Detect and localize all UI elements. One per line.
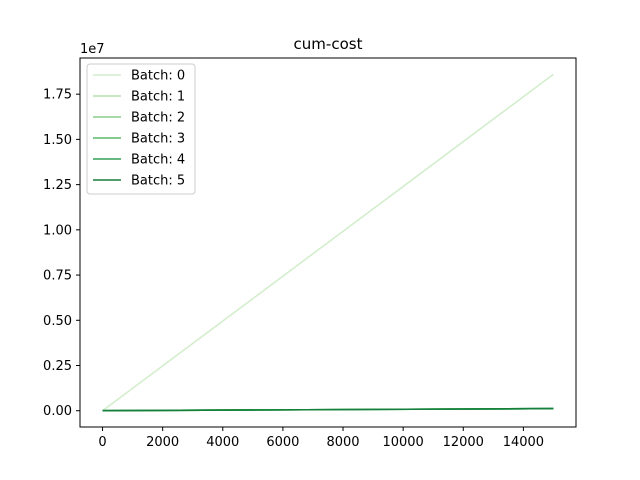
plot-frame — [79, 57, 577, 428]
x-tick-label: 8000 — [326, 435, 359, 450]
series-layer — [102, 73, 554, 412]
series-line-batch-5 — [102, 407, 554, 412]
legend-label-batch-3: Batch: 3 — [131, 132, 185, 147]
chart-title: cum-cost — [294, 35, 363, 53]
x-tick-label: 14000 — [503, 435, 544, 450]
y-tick-label: 0.00 — [43, 404, 72, 419]
y-axis: 0.00 0.25 0.50 0.75 1.00 1.25 1.50 1.75 — [43, 88, 80, 419]
y-tick-label: 0.75 — [43, 269, 72, 284]
x-tick-label: 4000 — [206, 435, 239, 450]
y-tick-label: 0.50 — [43, 314, 72, 329]
legend-label-batch-0: Batch: 0 — [131, 69, 185, 84]
x-tick-label: 6000 — [266, 435, 299, 450]
y-tick-label: 1.25 — [43, 178, 72, 193]
y-axis-offset-label: 1e7 — [80, 42, 105, 57]
x-axis: 0 2000 4000 6000 8000 10000 12000 14000 — [98, 427, 544, 450]
x-tick-label: 10000 — [382, 435, 423, 450]
series-line-batch-0 — [102, 73, 554, 412]
y-tick-label: 0.25 — [43, 359, 72, 374]
y-tick-label: 1.00 — [43, 223, 72, 238]
legend-label-batch-4: Batch: 4 — [131, 153, 185, 168]
legend-label-batch-2: Batch: 2 — [131, 111, 185, 126]
legend-label-batch-1: Batch: 1 — [131, 90, 185, 105]
legend-label-batch-5: Batch: 5 — [131, 174, 185, 189]
x-tick-label: 0 — [98, 435, 106, 450]
y-tick-label: 1.50 — [43, 133, 72, 148]
y-tick-label: 1.75 — [43, 88, 72, 103]
x-tick-label: 2000 — [146, 435, 179, 450]
x-tick-label: 12000 — [443, 435, 484, 450]
legend: Batch: 0 Batch: 1 Batch: 2 Batch: 3 Batch: 4… — [86, 63, 196, 195]
